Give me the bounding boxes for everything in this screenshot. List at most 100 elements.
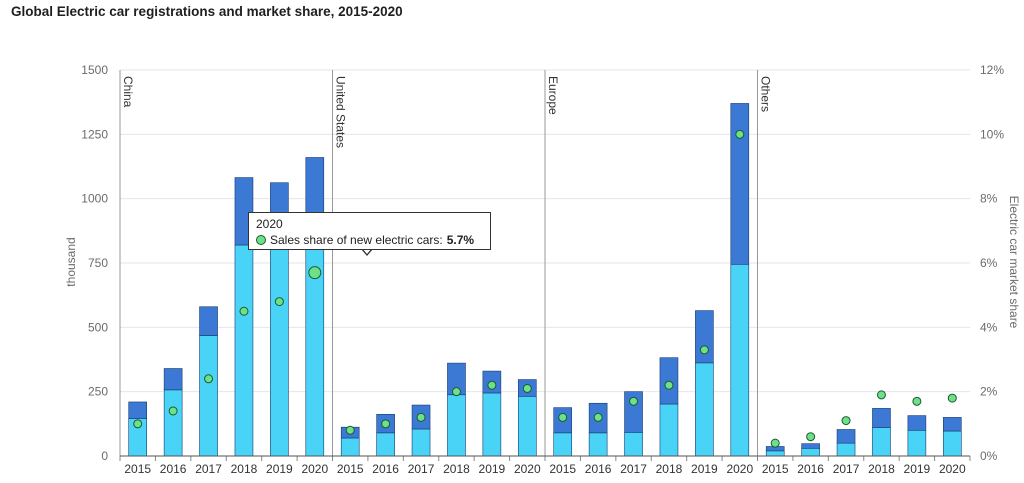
tooltip-value: 5.7% (446, 233, 475, 247)
x-tick-label: 2016 (160, 462, 187, 476)
x-tick-label: 2015 (549, 462, 576, 476)
share-point[interactable] (593, 412, 603, 422)
share-point[interactable] (522, 383, 532, 393)
y2-tick-label: 12% (980, 63, 1004, 77)
y2-tick-label: 4% (980, 320, 998, 334)
x-tick-label: 2018 (868, 462, 895, 476)
share-point[interactable] (629, 396, 639, 406)
share-point[interactable] (487, 380, 497, 390)
y-tick-label: 0 (101, 449, 108, 463)
x-tick-label: 2017 (195, 462, 222, 476)
share-point[interactable] (274, 297, 284, 307)
bar-phev[interactable] (730, 103, 750, 265)
region-label: Europe (546, 76, 560, 115)
bar-bev[interactable] (411, 428, 431, 457)
share-point[interactable] (558, 412, 568, 422)
bar-phev[interactable] (836, 429, 856, 444)
share-point[interactable] (451, 387, 461, 397)
bar-bev[interactable] (801, 447, 820, 457)
bar-phev[interactable] (305, 157, 325, 217)
x-tick-label: 2020 (939, 462, 966, 476)
bar-phev[interactable] (907, 415, 927, 431)
bar-phev[interactable] (624, 391, 643, 433)
bar-bev[interactable] (553, 432, 573, 457)
bar-bev[interactable] (163, 389, 183, 457)
share-point[interactable] (699, 345, 709, 355)
x-tick-label: 2020 (726, 462, 753, 476)
share-point[interactable] (133, 419, 143, 429)
x-tick-label: 2019 (904, 462, 931, 476)
bar-bev[interactable] (447, 394, 466, 457)
chart-title: Global Electric car registrations and ma… (11, 4, 403, 19)
x-tick-label: 2015 (762, 462, 789, 476)
bar-phev[interactable] (163, 368, 183, 391)
y-axis-ticks: 0 250 500 750 1000 1250 1500 (81, 63, 108, 463)
bar-phev[interactable] (695, 310, 714, 364)
share-point[interactable] (308, 266, 322, 280)
share-point[interactable] (841, 416, 851, 426)
region-separators: China United States Europe Others (119, 70, 773, 456)
bar-bev[interactable] (517, 395, 537, 457)
bar-bev[interactable] (872, 427, 891, 457)
x-tick-label: 2015 (337, 462, 364, 476)
y-tick-label: 250 (88, 385, 108, 399)
bar-bev[interactable] (765, 450, 785, 457)
share-point[interactable] (664, 380, 674, 390)
bar-phev[interactable] (801, 443, 820, 449)
y2-axis-title: Electric car market share (1007, 196, 1021, 329)
share-point[interactable] (416, 412, 426, 422)
region-label: China (121, 76, 135, 108)
share-point[interactable] (239, 306, 249, 316)
x-tick-label: 2018 (443, 462, 470, 476)
share-point[interactable] (876, 390, 886, 400)
bar-bev[interactable] (836, 442, 856, 457)
share-point[interactable] (204, 374, 214, 384)
x-axis-ticks: 2015 2016 2017 2018 2019 2020 2015 2016 2017 2018… (119, 456, 971, 476)
bar-phev[interactable] (872, 408, 891, 428)
bar-bev[interactable] (659, 403, 679, 457)
bar-bev[interactable] (730, 263, 750, 457)
share-point[interactable] (381, 419, 391, 429)
tooltip-line: Sales share of new electric cars: 5.7% (256, 233, 474, 247)
bar-bev[interactable] (270, 247, 289, 457)
bar-bev[interactable] (376, 432, 395, 457)
y-tick-label: 500 (88, 320, 108, 334)
y2-tick-label: 10% (980, 127, 1004, 141)
share-point[interactable] (168, 406, 178, 416)
y-axis-title: thousand (64, 237, 78, 286)
bar-phev[interactable] (128, 401, 148, 419)
x-tick-label: 2016 (585, 462, 612, 476)
x-tick-label: 2020 (514, 462, 541, 476)
tooltip-marker-icon (256, 235, 266, 245)
share-point[interactable] (912, 396, 922, 406)
y2-tick-label: 0% (980, 449, 998, 463)
bar-bev[interactable] (234, 244, 254, 457)
y-tick-label: 750 (88, 256, 108, 270)
bar-series (128, 103, 962, 457)
share-point[interactable] (947, 393, 957, 403)
share-point[interactable] (806, 432, 816, 442)
tooltip: 2020 Sales share of new electric cars: 5… (248, 212, 491, 250)
x-tick-label: 2017 (833, 462, 860, 476)
x-tick-label: 2019 (691, 462, 718, 476)
bar-bev[interactable] (624, 432, 643, 457)
x-tick-label: 2018 (231, 462, 258, 476)
x-tick-label: 2020 (301, 462, 328, 476)
share-point[interactable] (735, 129, 745, 139)
bar-bev[interactable] (482, 392, 502, 457)
tooltip-label: Sales share of new electric cars: (270, 233, 443, 247)
bar-bev[interactable] (695, 362, 714, 457)
bar-bev[interactable] (340, 437, 360, 457)
bar-phev[interactable] (942, 417, 962, 432)
bar-bev[interactable] (199, 335, 218, 457)
bar-bev[interactable] (305, 216, 325, 457)
bar-phev[interactable] (199, 306, 218, 336)
x-tick-label: 2016 (372, 462, 399, 476)
x-tick-label: 2017 (408, 462, 435, 476)
share-point[interactable] (770, 438, 780, 448)
bar-bev[interactable] (907, 429, 927, 457)
share-point[interactable] (345, 425, 355, 435)
bar-bev[interactable] (588, 432, 608, 457)
bar-bev[interactable] (942, 430, 962, 457)
